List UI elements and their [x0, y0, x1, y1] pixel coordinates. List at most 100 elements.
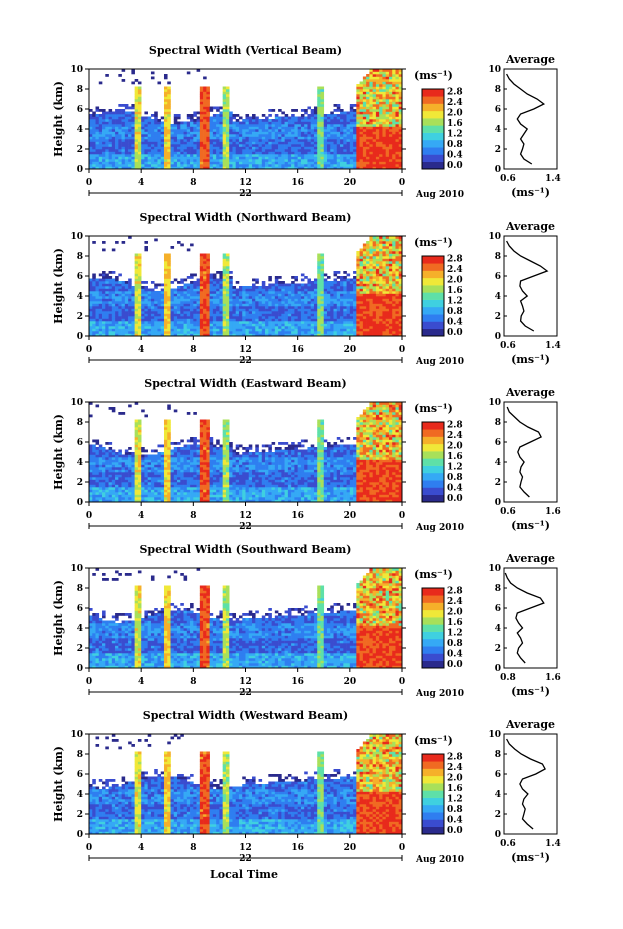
heatmap-cell: [261, 328, 266, 332]
heatmap-cell: [124, 288, 129, 292]
heatmap-cell: [291, 326, 295, 329]
heatmap-cell: [271, 288, 276, 292]
heatmap-cell: [281, 306, 285, 309]
heatmap-cell: [343, 126, 347, 130]
heatmap-cell: [268, 131, 272, 135]
heatmap-cell: [190, 273, 194, 277]
heatmap-cell: [300, 306, 305, 309]
heatmap-cell: [379, 291, 383, 294]
heatmap-cell: [265, 288, 269, 292]
heatmap-cell: [89, 164, 93, 167]
heatmap-cell: [274, 161, 279, 165]
heatmap-cell: [297, 303, 302, 307]
heatmap-cell: [186, 124, 191, 127]
heatmap-cell: [287, 156, 292, 160]
heatmap-cell: [238, 166, 243, 170]
heatmap-cell: [115, 308, 119, 312]
heatmap-cell: [346, 308, 351, 312]
heatmap-cell: [255, 326, 259, 329]
heatmap-cell: [206, 146, 210, 150]
heatmap-cell: [252, 321, 256, 324]
heatmap-cell: [183, 316, 188, 319]
heatmap-cell: [268, 146, 272, 150]
heatmap-cell: [180, 326, 184, 329]
heatmap-cell: [323, 166, 328, 170]
heatmap-cell: [369, 89, 373, 92]
heatmap-cell: [193, 318, 197, 322]
heatmap-cell: [359, 273, 364, 277]
heatmap-cell: [375, 96, 380, 100]
heatmap-cell: [258, 308, 263, 312]
heatmap-cell: [108, 154, 113, 157]
heatmap-cell: [219, 136, 223, 140]
heatmap-cell: [190, 301, 194, 304]
heatmap-cell: [150, 293, 155, 297]
heatmap-cell: [102, 119, 106, 122]
heatmap-cell: [222, 94, 227, 97]
heatmap-cell: [346, 159, 351, 162]
heatmap-cell: [261, 308, 266, 312]
heatmap-cell: [317, 323, 321, 327]
heatmap-cell: [163, 268, 168, 272]
heatmap-cell: [281, 333, 285, 337]
heatmap-cell: [382, 286, 386, 289]
heatmap-cell: [336, 156, 341, 160]
heatmap-cell: [173, 166, 178, 170]
heatmap-cell: [111, 164, 116, 167]
heatmap-cell: [111, 281, 116, 284]
heatmap-cell: [372, 114, 377, 117]
heatmap-cell: [186, 141, 191, 145]
heatmap-cell: [392, 119, 396, 122]
heatmap-cell: [147, 303, 152, 307]
heatmap-cell: [209, 131, 214, 135]
heatmap-cell: [284, 298, 289, 302]
heatmap-cell: [265, 328, 269, 332]
profile-y-tick-label: 4: [495, 125, 501, 135]
heatmap-cell: [317, 124, 321, 127]
heatmap-cell: [134, 331, 139, 334]
heatmap-cell: [369, 99, 373, 102]
heatmap-cell: [255, 146, 259, 150]
heatmap-cell: [304, 303, 308, 307]
heatmap-cell: [144, 161, 148, 165]
heatmap-cell: [225, 313, 230, 317]
heatmap-cell: [333, 166, 338, 170]
heatmap-cell: [369, 266, 373, 269]
heatmap-cell: [206, 281, 210, 284]
heatmap-cell: [252, 291, 256, 294]
heatmap-cell: [369, 79, 373, 82]
heatmap-cell: [346, 303, 351, 307]
heatmap-cell: [385, 94, 390, 97]
heatmap-cell: [177, 134, 181, 137]
heatmap-cell: [379, 124, 383, 127]
heatmap-cell: [199, 258, 204, 262]
heatmap-cell: [304, 308, 308, 312]
heatmap-cell: [134, 161, 139, 165]
heatmap-cell: [141, 119, 145, 122]
heatmap-cell: [353, 291, 357, 294]
heatmap-cell: [255, 161, 259, 165]
heatmap-cell: [160, 121, 165, 125]
heatmap-cell: [369, 126, 373, 130]
heatmap-cell: [385, 81, 390, 85]
heatmap-cell: [336, 291, 341, 294]
heatmap-cell: [388, 99, 393, 102]
heatmap-cell: [190, 288, 194, 292]
heatmap-cell: [336, 283, 341, 287]
heatmap-cell: [150, 318, 155, 322]
heatmap-cell: [294, 303, 298, 307]
heatmap-cell: [225, 316, 230, 319]
heatmap-cell: [356, 131, 360, 135]
heatmap-cell: [281, 313, 285, 317]
heatmap-cell: [287, 141, 292, 145]
heatmap-cell: [196, 154, 201, 157]
heatmap-cell: [163, 261, 168, 264]
heatmap-cell: [281, 311, 285, 314]
heatmap-cell: [320, 258, 325, 262]
heatmap-cell: [216, 131, 220, 135]
heatmap-cell: [362, 306, 367, 309]
heatmap-cell: [190, 129, 194, 132]
heatmap-cell: [150, 306, 155, 309]
heatmap-cell: [274, 306, 279, 309]
heatmap-cell: [395, 111, 400, 115]
